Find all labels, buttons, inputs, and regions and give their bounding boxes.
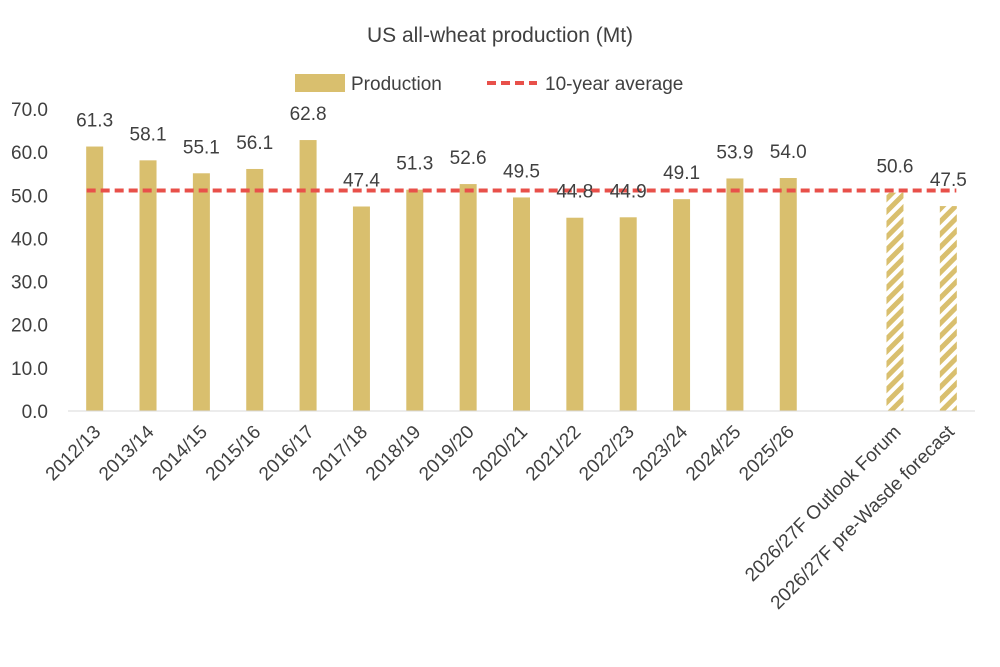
legend: Production 10-year average: [295, 74, 683, 95]
x-tick-label: 2014/15: [148, 422, 211, 485]
bar: [139, 160, 157, 411]
data-label: 49.5: [503, 161, 540, 182]
x-tick-label: 2025/26: [735, 422, 798, 485]
data-label: 51.3: [396, 154, 433, 175]
bar: [406, 189, 424, 411]
y-tick-label: 40.0: [11, 229, 48, 250]
bar: [779, 178, 797, 411]
data-label: 62.8: [290, 104, 327, 125]
y-tick-label: 70.0: [11, 100, 48, 121]
y-tick-label: 30.0: [11, 273, 48, 294]
bar: [86, 146, 104, 411]
legend-swatch-production: [295, 74, 345, 92]
legend-label-average: 10-year average: [545, 74, 683, 95]
data-label: 56.1: [236, 133, 273, 154]
x-tick-label: 2012/13: [42, 422, 105, 485]
x-tick-label: 2017/18: [309, 422, 372, 485]
chart-title: US all-wheat production (Mt): [367, 24, 633, 47]
bar: [513, 197, 530, 411]
bar: [352, 206, 370, 411]
data-label: 53.9: [716, 142, 753, 163]
bar: [299, 140, 317, 411]
x-tick-label: 2020/21: [469, 422, 532, 485]
data-label: 47.4: [343, 171, 380, 192]
x-tick-label: 2022/23: [575, 422, 638, 485]
x-tick-label: 2019/20: [415, 422, 478, 485]
x-tick-label: 2021/22: [522, 422, 585, 485]
x-axis: 2012/132013/142014/152015/162016/172017/…: [42, 410, 975, 614]
x-tick-label: 2024/25: [682, 422, 745, 485]
x-tick-label: 2023/24: [629, 421, 693, 485]
x-tick-label: 2015/16: [202, 422, 265, 485]
bar: [726, 178, 744, 411]
legend-label-production: Production: [351, 74, 442, 95]
data-label: 54.0: [770, 142, 807, 163]
data-label: 50.6: [876, 157, 913, 178]
data-label: 44.9: [610, 181, 647, 202]
bar: [566, 217, 584, 411]
data-label: 55.1: [183, 137, 220, 158]
data-label: 58.1: [130, 124, 167, 145]
bar: [459, 184, 477, 411]
x-tick-label: 2016/17: [255, 422, 318, 485]
x-tick-label: 2018/19: [362, 422, 425, 485]
y-tick-label: 10.0: [11, 359, 48, 380]
bar: [939, 206, 957, 411]
bar: [673, 199, 691, 411]
y-tick-label: 60.0: [11, 143, 48, 164]
data-label: 47.5: [930, 170, 967, 191]
bar: [619, 217, 637, 411]
y-axis: 0.0 10.0 20.0 30.0 40.0 50.0 60.0 70.0: [11, 100, 48, 423]
data-label: 52.6: [450, 148, 487, 169]
data-label: 44.8: [556, 182, 593, 203]
data-label: 61.3: [76, 111, 113, 132]
x-tick-label: 2013/14: [95, 421, 159, 485]
y-tick-label: 0.0: [22, 402, 48, 423]
bar: [886, 192, 904, 411]
data-labels: 61.3 58.1 55.1 56.1 62.8 47.4 51.3 52.6 49.5 44.8…: [76, 104, 967, 203]
bar: [192, 173, 210, 411]
bars: [86, 140, 957, 411]
y-tick-label: 50.0: [11, 186, 48, 207]
bar: [246, 168, 264, 411]
y-tick-label: 20.0: [11, 316, 48, 337]
data-label: 49.1: [663, 163, 700, 184]
